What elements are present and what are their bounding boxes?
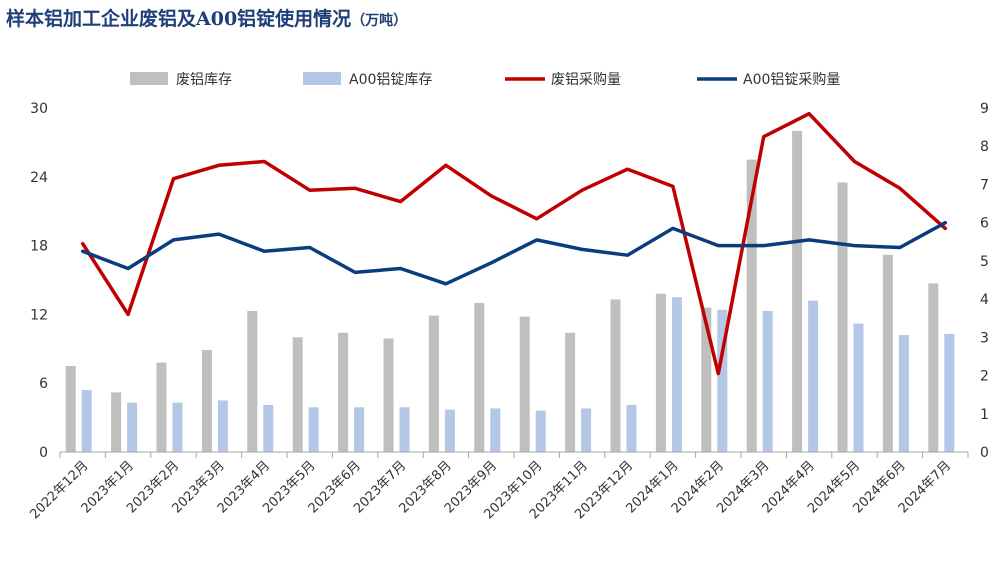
legend-swatch-bar xyxy=(130,72,168,85)
a00-inventory-bar xyxy=(263,404,274,452)
a00-inventory-bar xyxy=(399,407,410,452)
legend-label: 废铝库存 xyxy=(176,72,232,88)
legend-label: 废铝采购量 xyxy=(551,72,621,88)
right-y-tick-label: 7 xyxy=(980,177,989,193)
scrap-inventory-bar xyxy=(247,310,258,452)
scrap-inventory-bar xyxy=(792,130,803,452)
left-y-tick-label: 6 xyxy=(39,376,48,392)
a00-inventory-bar xyxy=(717,309,728,452)
right-y-axis: 0 1 2 3 4 5 6 7 8 9 xyxy=(980,101,989,461)
right-y-tick-label: 8 xyxy=(980,139,989,155)
scrap-inventory-bar xyxy=(882,254,893,452)
scrap-inventory-bar xyxy=(383,338,394,452)
right-y-tick-label: 2 xyxy=(980,369,989,385)
line-series-group xyxy=(80,111,948,376)
left-y-tick-label: 24 xyxy=(30,170,48,186)
a00-inventory-bar xyxy=(217,400,228,452)
scrap-inventory-bar xyxy=(610,299,621,452)
legend-label: A00铝锭采购量 xyxy=(743,72,840,88)
a00-inventory-bar xyxy=(535,410,546,452)
scrap-inventory-bar xyxy=(338,332,349,452)
scrap-inventory-bar xyxy=(201,349,212,452)
x-axis: 2022年12月2023年1月2023年2月2023年3月2023年4月2023… xyxy=(27,451,969,522)
a00-inventory-bar xyxy=(354,407,365,452)
left-y-tick-label: 12 xyxy=(30,307,48,323)
legend-label: A00铝锭库存 xyxy=(349,72,432,88)
a00-inventory-bar xyxy=(626,404,637,452)
a00-inventory-bar xyxy=(808,300,819,452)
a00-inventory-bar xyxy=(127,402,138,452)
left-y-tick-label: 18 xyxy=(30,239,48,255)
a00-inventory-bar xyxy=(444,409,455,452)
left-y-tick-label: 30 xyxy=(30,101,48,117)
scrap-inventory-bar xyxy=(701,307,712,452)
right-y-tick-label: 0 xyxy=(980,445,989,461)
scrap-inventory-bar xyxy=(837,182,848,453)
a00-inventory-bar xyxy=(172,402,183,452)
chart-title-unit: （万吨） xyxy=(351,13,408,29)
left-y-axis: 0 6 12 18 24 30 xyxy=(30,101,48,461)
scrap-inventory-bar xyxy=(156,362,167,452)
right-y-tick-label: 9 xyxy=(980,101,989,117)
a00-inventory-bar xyxy=(581,408,592,452)
scrap-inventory-bar xyxy=(65,366,76,452)
a00-purchase-line xyxy=(80,220,948,286)
a00-inventory-bar xyxy=(762,310,773,452)
chart-title-text: 样本铝加工企业废铝及A00铝锭使用情况 xyxy=(6,8,352,30)
a00-inventory-bar xyxy=(944,333,955,452)
scrap-inventory-bar xyxy=(474,302,485,452)
scrap-inventory-bar xyxy=(111,392,122,452)
legend-swatch-bar xyxy=(303,72,341,85)
left-y-tick-label: 0 xyxy=(39,445,48,461)
a00-inventory-bar xyxy=(490,408,501,452)
x-tick-label: 2022年12月 xyxy=(27,458,91,522)
scrap-inventory-bar xyxy=(565,332,576,452)
a00-inventory-bar xyxy=(853,323,864,452)
scrap-inventory-bar xyxy=(519,316,530,452)
a00-inventory-bar xyxy=(81,390,92,452)
right-y-tick-label: 4 xyxy=(980,292,989,308)
scrap-inventory-bar xyxy=(655,293,666,452)
chart-title: 样本铝加工企业废铝及A00铝锭使用情况（万吨） xyxy=(6,4,407,31)
a00-inventory-bar xyxy=(308,407,319,452)
chart-legend: 废铝库存 A00铝锭库存 废铝采购量 A00铝锭采购量 xyxy=(130,72,840,88)
scrap-inventory-bar xyxy=(428,315,439,452)
scrap-inventory-bar xyxy=(292,337,303,452)
scrap-purchase-line xyxy=(80,111,948,376)
right-y-tick-label: 3 xyxy=(980,330,989,346)
bar-series-group xyxy=(65,130,955,453)
a00-inventory-bar xyxy=(898,335,909,452)
right-y-tick-label: 6 xyxy=(980,216,989,232)
a00-inventory-bar xyxy=(671,297,682,452)
scrap-inventory-bar xyxy=(928,283,939,452)
right-y-tick-label: 1 xyxy=(980,407,989,423)
right-y-tick-label: 5 xyxy=(980,254,989,270)
scrap-inventory-bar xyxy=(746,159,757,452)
